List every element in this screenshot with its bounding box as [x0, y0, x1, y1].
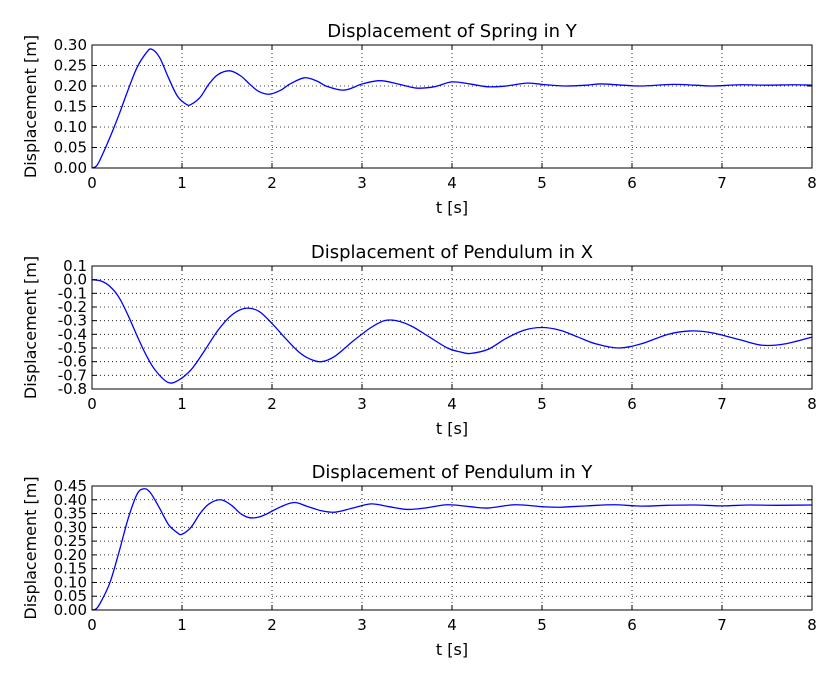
y-tick-label: 0.00 — [54, 159, 87, 177]
y-tick-label: -0.3 — [58, 312, 87, 330]
x-axis-label: t [s] — [436, 198, 468, 217]
y-tick-label: 0.0 — [63, 271, 87, 289]
y-tick-label: 0.25 — [54, 57, 87, 75]
y-tick-label: -0.2 — [58, 298, 87, 316]
y-tick-label: -0.4 — [58, 325, 87, 343]
x-axis-label: t [s] — [436, 640, 468, 659]
y-tick-label: 0.00 — [54, 601, 87, 619]
x-tick-label: 0 — [87, 616, 97, 634]
x-tick-label: 5 — [537, 395, 547, 413]
x-tick-label: 7 — [717, 174, 727, 192]
y-tick-label: 0.05 — [54, 587, 87, 605]
y-tick-label: 0.1 — [63, 257, 87, 275]
y-tick-label: -0.8 — [58, 380, 87, 398]
y-tick-label: 0.35 — [54, 505, 87, 523]
x-tick-label: 6 — [627, 616, 637, 634]
chart-title: Displacement of Spring in Y — [327, 21, 577, 42]
x-tick-label: 8 — [807, 174, 817, 192]
x-tick-label: 2 — [267, 395, 277, 413]
y-axis-label: Displacement [m] — [21, 256, 40, 399]
y-tick-label: -0.1 — [58, 284, 87, 302]
y-tick-label: 0.45 — [54, 477, 87, 495]
x-tick-label: 0 — [87, 174, 97, 192]
y-tick-label: -0.6 — [58, 353, 87, 371]
x-tick-label: 6 — [627, 174, 637, 192]
y-tick-label: 0.25 — [54, 532, 87, 550]
x-tick-label: 5 — [537, 616, 547, 634]
x-tick-label: 2 — [267, 616, 277, 634]
x-axis-label: t [s] — [436, 419, 468, 438]
y-axis-label: Displacement [m] — [21, 476, 40, 619]
x-tick-label: 7 — [717, 395, 727, 413]
x-tick-label: 4 — [447, 395, 457, 413]
chart-title: Displacement of Pendulum in Y — [312, 462, 594, 483]
series-line-pendulum-x — [91, 279, 813, 384]
series-line-pendulum-y — [91, 488, 813, 611]
x-tick-label: 7 — [717, 616, 727, 634]
panel-pendulum-y: 0 1 2 3 4 5 6 7 8 0.000.050.100.150.200.250.300.3… — [21, 462, 817, 659]
y-tick-label: 0.10 — [54, 573, 87, 591]
y-tick-label: 0.20 — [54, 77, 87, 95]
y-axis-label: Displacement [m] — [21, 35, 40, 178]
y-tick-label: 0.30 — [54, 518, 87, 536]
x-tick-label: 1 — [177, 616, 187, 634]
y-tick-label: 0.05 — [54, 139, 87, 157]
x-tick-label: 5 — [537, 174, 547, 192]
y-tick-label: 0.40 — [54, 491, 87, 509]
x-tick-label: 0 — [87, 395, 97, 413]
x-tick-label: 6 — [627, 395, 637, 413]
y-tick-label: 0.15 — [54, 98, 87, 116]
x-tick-label: 2 — [267, 174, 277, 192]
x-tick-label: 4 — [447, 616, 457, 634]
panel-pendulum-x: 0 1 2 3 4 5 6 7 8 -0.8-0.7-0.6-0.5-0.4-0.3-0.2-0.… — [21, 242, 817, 438]
x-tick-label: 8 — [807, 395, 817, 413]
x-tick-label: 3 — [357, 174, 367, 192]
x-tick-label: 1 — [177, 174, 187, 192]
x-tick-label: 3 — [357, 395, 367, 413]
x-tick-label: 3 — [357, 616, 367, 634]
x-tick-label: 1 — [177, 395, 187, 413]
x-tick-label: 8 — [807, 616, 817, 634]
y-tick-label: 0.20 — [54, 546, 87, 564]
y-tick-label: 0.10 — [54, 118, 87, 136]
x-tick-label: 4 — [447, 174, 457, 192]
panel-spring-y: 0 1 2 3 4 5 6 7 8 0.00 0.05 0.10 0.15 0.20 0.25 0.30 Di… — [21, 21, 817, 217]
chart-title: Displacement of Pendulum in X — [311, 242, 593, 263]
y-tick-label: 0.30 — [54, 36, 87, 54]
series-line-spring-y — [91, 48, 813, 169]
y-tick-label: 0.15 — [54, 560, 87, 578]
y-tick-label: -0.5 — [58, 339, 87, 357]
y-tick-label: -0.7 — [58, 366, 87, 384]
